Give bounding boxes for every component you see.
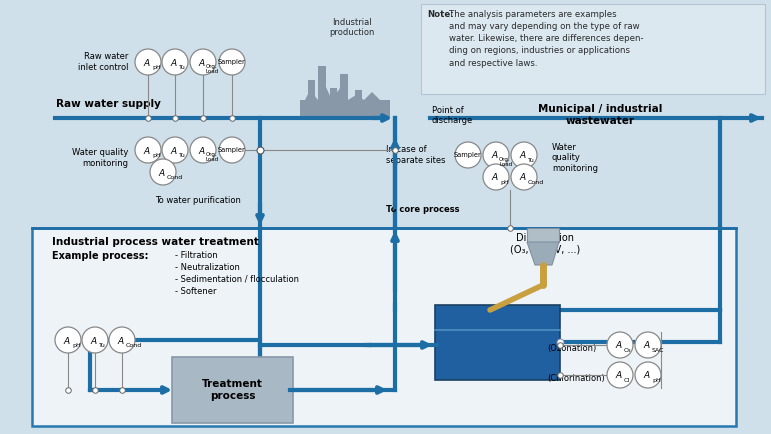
- Text: Cl: Cl: [624, 378, 630, 383]
- Text: A: A: [144, 59, 150, 68]
- Text: - Sedimentation / flocculation: - Sedimentation / flocculation: [175, 275, 299, 284]
- Text: A: A: [492, 174, 498, 183]
- FancyBboxPatch shape: [172, 357, 293, 423]
- FancyBboxPatch shape: [527, 228, 559, 242]
- Text: A: A: [171, 147, 177, 155]
- Circle shape: [162, 49, 188, 75]
- Text: Sampler: Sampler: [218, 59, 246, 65]
- Circle shape: [190, 49, 216, 75]
- Circle shape: [607, 332, 633, 358]
- Text: pH: pH: [72, 343, 81, 348]
- Text: Sampler: Sampler: [218, 147, 246, 153]
- Text: Industrial process water treatment: Industrial process water treatment: [52, 237, 259, 247]
- Text: A: A: [644, 342, 650, 351]
- Polygon shape: [330, 88, 337, 118]
- Text: Tu: Tu: [179, 153, 186, 158]
- Text: O₃: O₃: [624, 348, 631, 353]
- Polygon shape: [308, 80, 315, 118]
- Circle shape: [82, 327, 108, 353]
- Text: pH: pH: [652, 378, 661, 383]
- Text: Tu: Tu: [528, 158, 535, 163]
- Text: Cond: Cond: [528, 180, 544, 185]
- Circle shape: [483, 164, 509, 190]
- Text: - Filtration: - Filtration: [175, 251, 217, 260]
- Circle shape: [190, 137, 216, 163]
- Text: Raw water
inlet control: Raw water inlet control: [78, 53, 128, 72]
- Circle shape: [109, 327, 135, 353]
- Text: A: A: [520, 174, 526, 183]
- Circle shape: [511, 142, 537, 168]
- Circle shape: [162, 137, 188, 163]
- Text: In case of
separate sites: In case of separate sites: [386, 145, 446, 164]
- Text: - Softener: - Softener: [175, 287, 217, 296]
- Text: A: A: [520, 151, 526, 161]
- Polygon shape: [300, 100, 390, 118]
- Text: Org.
Load: Org. Load: [499, 157, 512, 167]
- Text: Cond: Cond: [167, 175, 183, 180]
- Text: Point of
discharge: Point of discharge: [432, 106, 473, 125]
- Circle shape: [483, 142, 509, 168]
- Text: To core process: To core process: [386, 205, 460, 214]
- Polygon shape: [527, 242, 559, 265]
- Circle shape: [219, 49, 245, 75]
- Text: A: A: [199, 147, 205, 155]
- Text: A: A: [492, 151, 498, 161]
- Text: Industrial
production: Industrial production: [329, 18, 375, 37]
- Text: pH: pH: [152, 153, 160, 158]
- Text: A: A: [616, 342, 622, 351]
- Text: SAC: SAC: [652, 348, 665, 353]
- Text: Treatment
process: Treatment process: [202, 379, 263, 401]
- FancyBboxPatch shape: [421, 4, 765, 94]
- Text: A: A: [144, 147, 150, 155]
- Text: The analysis parameters are examples
and may vary depending on the type of raw
w: The analysis parameters are examples and…: [449, 10, 644, 68]
- Text: Water quality
monitoring: Water quality monitoring: [72, 148, 128, 168]
- Text: Example process:: Example process:: [52, 251, 149, 261]
- Text: Raw water supply: Raw water supply: [56, 99, 161, 109]
- Polygon shape: [305, 85, 390, 100]
- Circle shape: [55, 327, 81, 353]
- Text: A: A: [91, 336, 97, 345]
- Text: (Chlorination): (Chlorination): [547, 374, 604, 382]
- Text: Municipal / industrial
wastewater: Municipal / industrial wastewater: [538, 104, 662, 125]
- Text: Tu: Tu: [99, 343, 106, 348]
- Text: Cond: Cond: [126, 343, 143, 348]
- Text: - Neutralization: - Neutralization: [175, 263, 240, 272]
- Text: (Ozonation): (Ozonation): [547, 343, 596, 352]
- Text: To water purification: To water purification: [155, 196, 241, 205]
- Circle shape: [455, 142, 481, 168]
- Circle shape: [511, 164, 537, 190]
- Polygon shape: [318, 66, 326, 118]
- FancyBboxPatch shape: [32, 228, 736, 426]
- Text: A: A: [644, 372, 650, 381]
- Text: A: A: [159, 168, 165, 178]
- Polygon shape: [355, 90, 362, 118]
- Text: Org.
Load: Org. Load: [206, 152, 219, 161]
- Circle shape: [635, 332, 661, 358]
- Text: pH: pH: [152, 65, 160, 70]
- FancyBboxPatch shape: [435, 305, 560, 380]
- Circle shape: [607, 362, 633, 388]
- Text: Org.
Load: Org. Load: [206, 64, 219, 74]
- Text: A: A: [199, 59, 205, 68]
- Text: A: A: [171, 59, 177, 68]
- Text: Tu: Tu: [179, 65, 186, 70]
- Circle shape: [219, 137, 245, 163]
- Text: Disinfection
(O₃, Cl, UV, ...): Disinfection (O₃, Cl, UV, ...): [510, 233, 580, 255]
- Circle shape: [635, 362, 661, 388]
- Text: A: A: [64, 336, 70, 345]
- Text: Water
quality
monitoring: Water quality monitoring: [552, 143, 598, 173]
- Text: A: A: [118, 336, 124, 345]
- Circle shape: [135, 49, 161, 75]
- Text: Sampler: Sampler: [454, 152, 482, 158]
- Circle shape: [150, 159, 176, 185]
- Text: Note:: Note:: [427, 10, 454, 19]
- Circle shape: [135, 137, 161, 163]
- Text: A: A: [616, 372, 622, 381]
- Text: pH: pH: [500, 180, 509, 185]
- Polygon shape: [340, 74, 348, 118]
